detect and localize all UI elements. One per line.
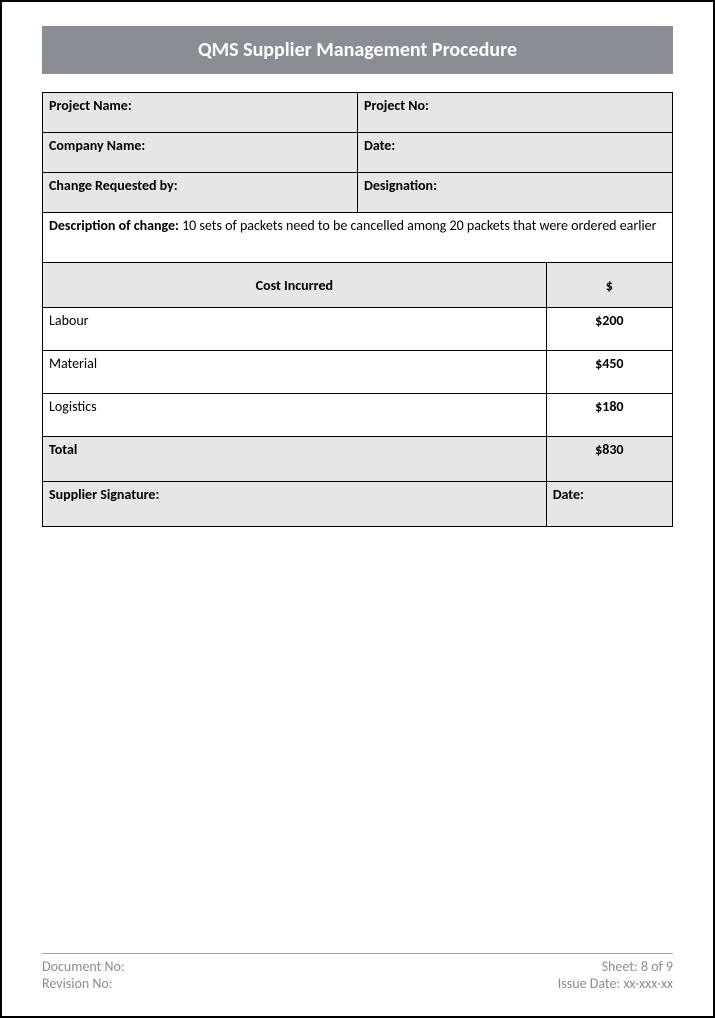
- document-title-text: QMS Supplier Management Procedure: [198, 38, 517, 62]
- description-label: Description of change:: [49, 217, 179, 234]
- footer-right-column: Sheet: 8 of 9 Issue Date: xx-xxx-xx: [558, 958, 673, 992]
- footer-document-no: Document No:: [42, 958, 125, 975]
- description-cell: Description of change: 10 sets of packet…: [43, 213, 673, 263]
- date-label: Date:: [364, 137, 395, 154]
- project-no-label: Project No:: [364, 97, 429, 114]
- supplier-signature-label: Supplier Signature:: [49, 486, 159, 503]
- project-no-cell: Project No:: [358, 93, 673, 133]
- company-row: Company Name: Date:: [43, 133, 673, 173]
- project-name-cell: Project Name:: [43, 93, 358, 133]
- change-requested-cell: Change Requested by:: [43, 173, 358, 213]
- change-requested-row: Change Requested by: Designation:: [43, 173, 673, 213]
- designation-cell: Designation:: [358, 173, 673, 213]
- signature-date-cell: Date:: [546, 482, 672, 526]
- cost-total-label: Total: [43, 437, 546, 481]
- cost-logistics-label: Logistics: [43, 394, 546, 436]
- date-cell: Date:: [358, 133, 673, 173]
- supplier-signature-cell: Supplier Signature:: [43, 482, 546, 526]
- cost-logistics-value: $180: [546, 394, 672, 436]
- company-name-label: Company Name:: [49, 137, 145, 154]
- document-title-bar: QMS Supplier Management Procedure: [42, 26, 673, 74]
- footer-issue-date: Issue Date: xx-xxx-xx: [558, 975, 673, 992]
- cost-labour-value: $200: [546, 308, 672, 350]
- cost-total-value: $830: [546, 437, 672, 481]
- signature-date-label: Date:: [553, 486, 584, 503]
- cost-header-container: Cost Incurred $: [43, 263, 673, 308]
- cost-total-container: Total $830: [43, 437, 673, 482]
- designation-label: Designation:: [364, 177, 437, 194]
- change-requested-label: Change Requested by:: [49, 177, 178, 194]
- cost-row-material: Material $450: [43, 351, 673, 394]
- main-form-table: Project Name: Project No: Company Name: …: [42, 92, 673, 527]
- cost-currency-header: $: [546, 263, 672, 307]
- cost-material-label: Material: [43, 351, 546, 393]
- description-row: Description of change: 10 sets of packet…: [43, 213, 673, 263]
- cost-incurred-header: Cost Incurred: [43, 263, 546, 307]
- footer-revision-no: Revision No:: [42, 975, 125, 992]
- cost-row-labour: Labour $200: [43, 308, 673, 351]
- footer-left-column: Document No: Revision No:: [42, 958, 125, 992]
- cost-material-container: Material $450: [43, 351, 673, 394]
- project-row: Project Name: Project No:: [43, 93, 673, 133]
- document-page: QMS Supplier Management Procedure Projec…: [0, 0, 715, 1018]
- cost-row-total: Total $830: [43, 437, 673, 482]
- cost-row-logistics: Logistics $180: [43, 394, 673, 437]
- cost-labour-label: Labour: [43, 308, 546, 350]
- cost-logistics-container: Logistics $180: [43, 394, 673, 437]
- cost-labour-container: Labour $200: [43, 308, 673, 351]
- signature-row: Supplier Signature: Date:: [43, 482, 673, 527]
- page-footer: Document No: Revision No: Sheet: 8 of 9 …: [42, 953, 673, 992]
- description-text: 10 sets of packets need to be cancelled …: [179, 217, 657, 234]
- cost-header-row: Cost Incurred $: [43, 263, 673, 308]
- signature-container: Supplier Signature: Date:: [43, 482, 673, 527]
- cost-material-value: $450: [546, 351, 672, 393]
- project-name-label: Project Name:: [49, 97, 132, 114]
- company-name-cell: Company Name:: [43, 133, 358, 173]
- footer-sheet: Sheet: 8 of 9: [558, 958, 673, 975]
